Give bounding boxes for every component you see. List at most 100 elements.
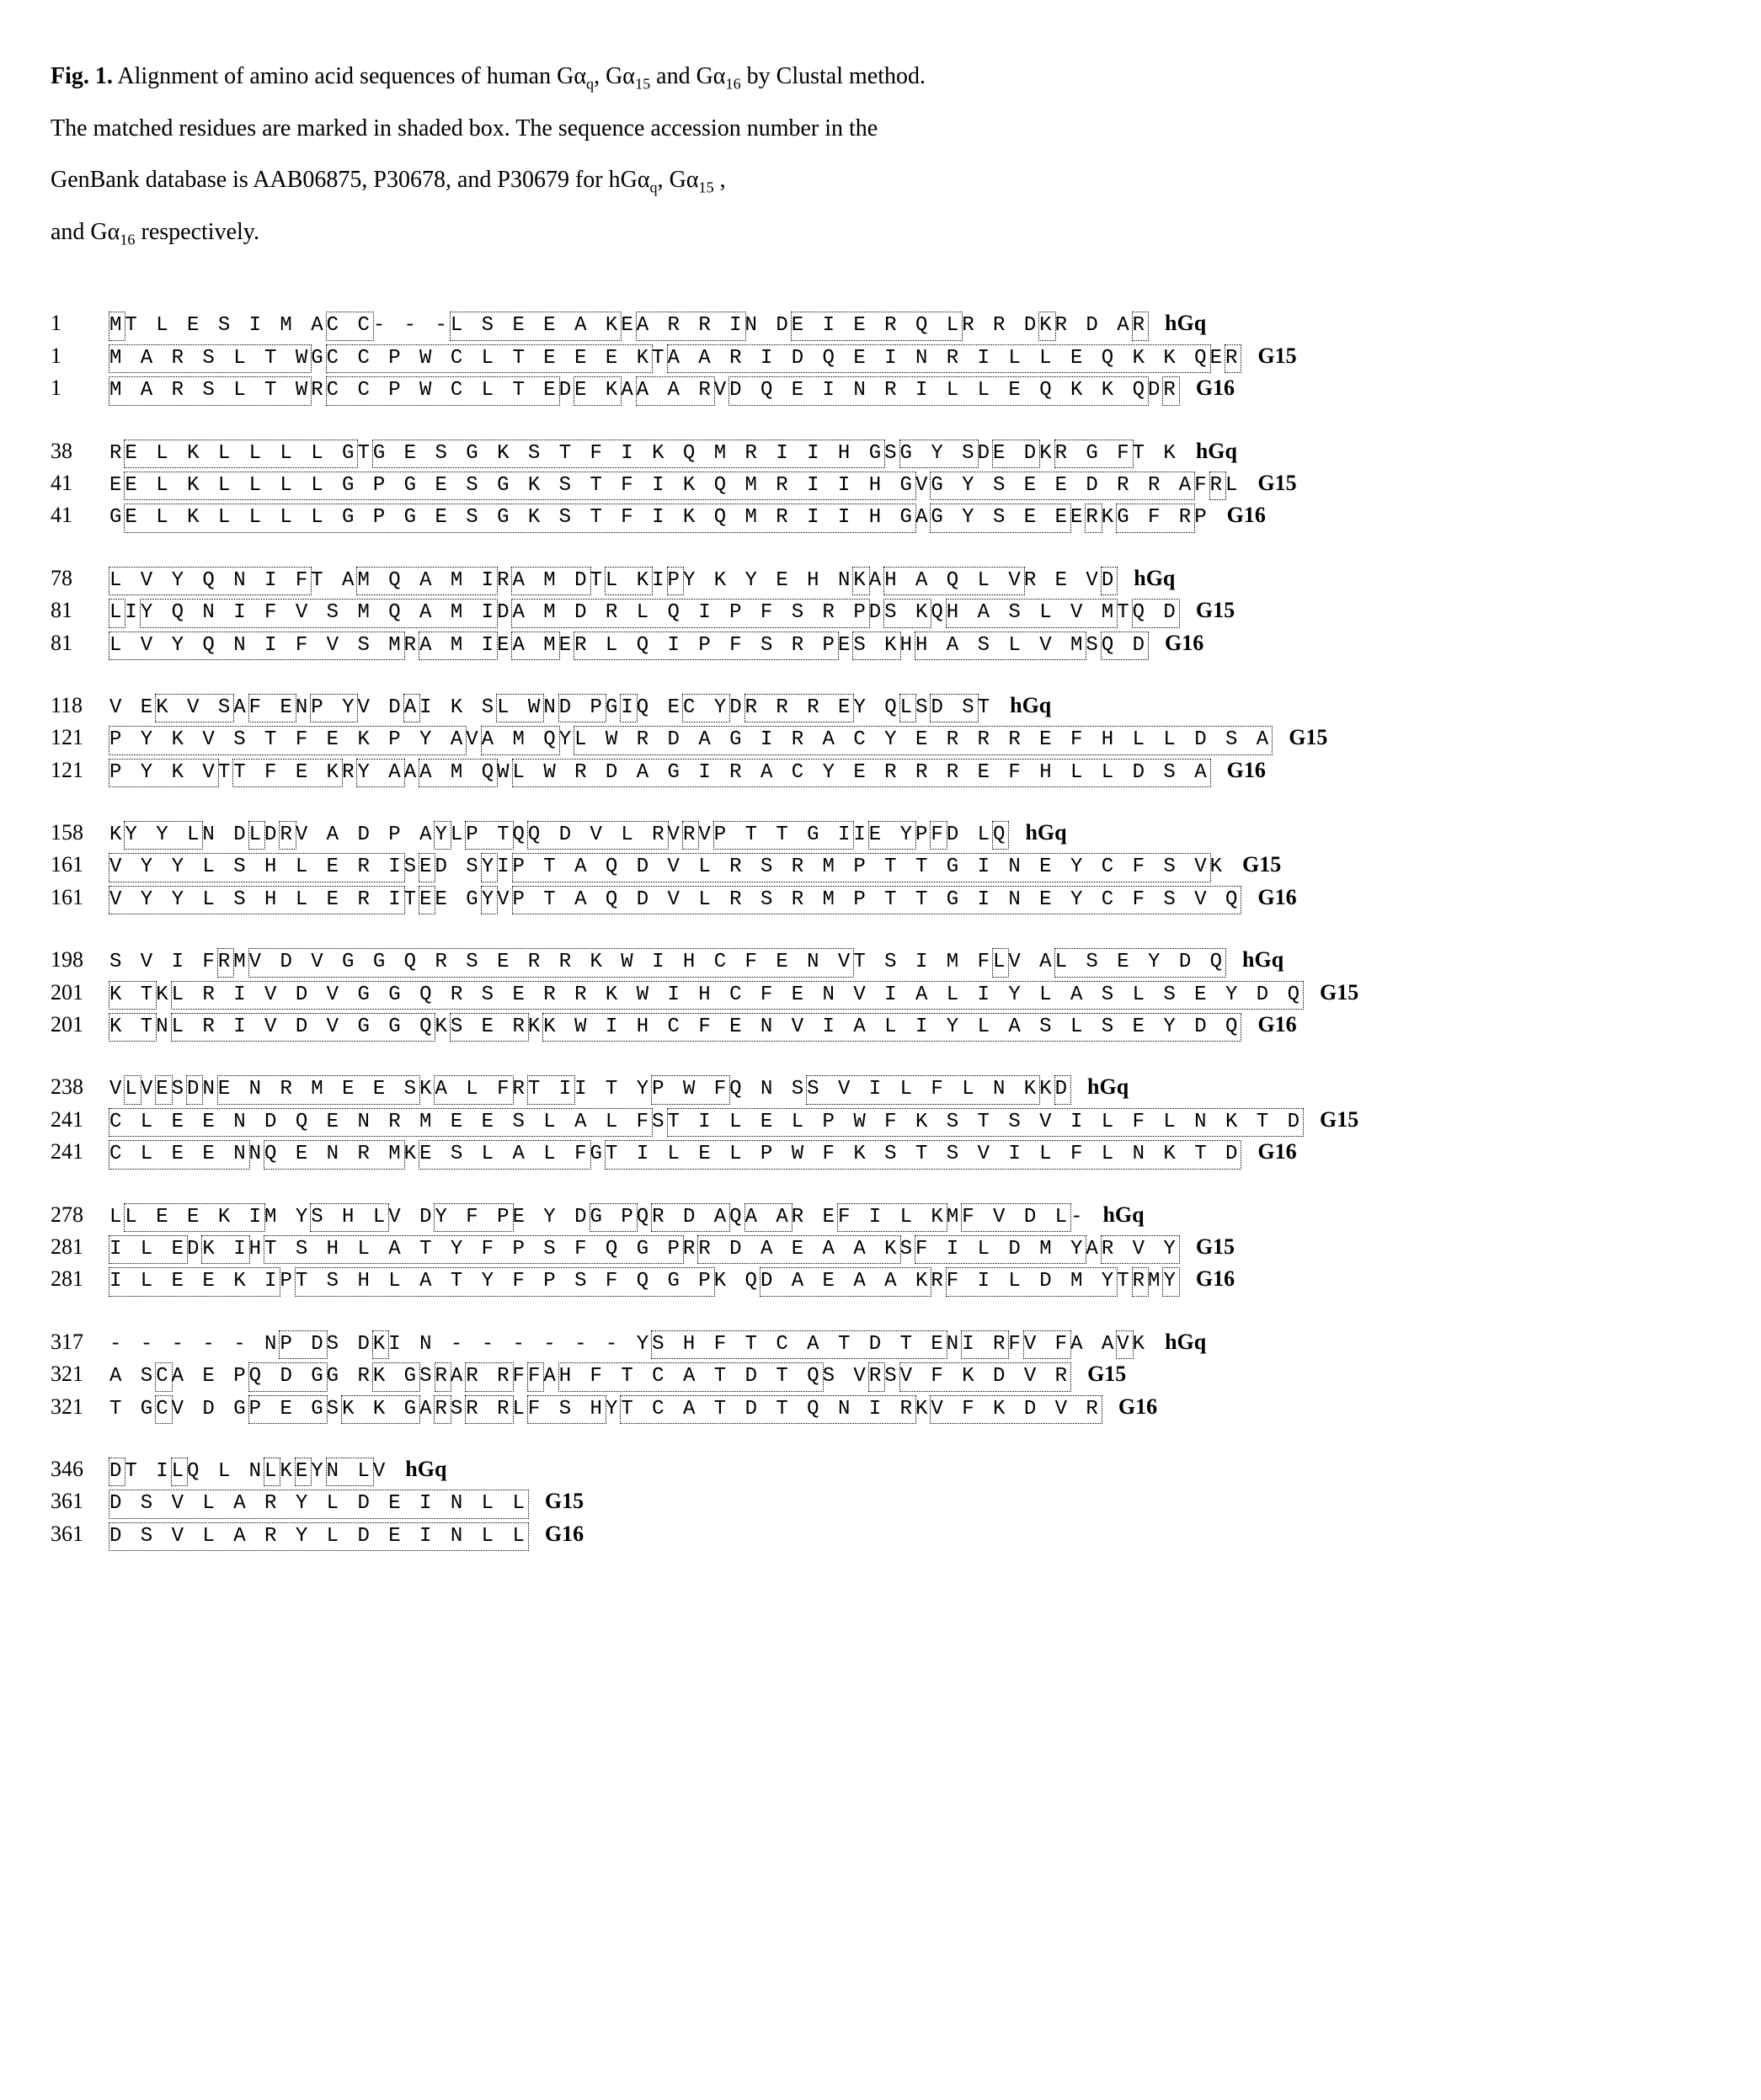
- alignment-row: 198S V I FRMV D V G G Q R S E R R K W I …: [51, 945, 1710, 977]
- row-sequence: V Y Y L S H L E R ISED SYIP T A Q D V L …: [109, 853, 1225, 882]
- alignment-row: 201K TKL R I V D V G G Q R S E R R K W I…: [51, 978, 1710, 1010]
- alignment-row: 81L V Y Q N I F V S MRA M IEA MER L Q I …: [51, 628, 1710, 660]
- row-number: 41: [51, 468, 109, 498]
- row-label: G15: [1087, 1359, 1126, 1388]
- row-label: G16: [1257, 1010, 1296, 1039]
- row-number: 361: [51, 1486, 109, 1516]
- row-label: G15: [1320, 1105, 1358, 1134]
- alignment-row: 81LIY Q N I F V S M Q A M IDA M D R L Q …: [51, 595, 1710, 627]
- row-label: hGq: [1010, 690, 1051, 720]
- alignment-row: 361D S V L A R Y L D E I N L LG15: [51, 1486, 1710, 1518]
- row-sequence: DT ILQ L NLKEYN LV: [109, 1458, 388, 1486]
- row-sequence: M A R S L T WRC C P W C L T EDE KAA A RV…: [109, 376, 1179, 405]
- row-label: G15: [1242, 850, 1281, 879]
- row-label: G15: [1289, 722, 1327, 752]
- alignment-block: 1MT L E S I M AC C- - -L S E E A KEA R R…: [51, 308, 1710, 405]
- row-number: 161: [51, 850, 109, 879]
- alignment-row: 1M A R S L T WRC C P W C L T EDE KAA A R…: [51, 373, 1710, 405]
- row-sequence: L V Y Q N I F V S MRA M IEA MER L Q I P …: [109, 632, 1148, 660]
- sequence-alignment: 1MT L E S I M AC C- - -L S E E A KEA R R…: [51, 308, 1710, 1551]
- alignment-block: 158KY Y LN DLDRV A D P AYLP TQQ D V L RV…: [51, 818, 1710, 914]
- row-label: G16: [1118, 1392, 1157, 1421]
- alignment-row: 317- - - - - NP DS DKI N - - - - - - YS …: [51, 1327, 1710, 1359]
- alignment-row: 346DT ILQ L NLKEYN LV hGq: [51, 1454, 1710, 1486]
- row-number: 201: [51, 978, 109, 1007]
- alignment-row: 321T GCV D GP E GSK K GARSR RLF S HYT C …: [51, 1392, 1710, 1424]
- row-label: G16: [1257, 1137, 1296, 1166]
- alignment-block: 346DT ILQ L NLKEYN LVhGq361D S V L A R Y…: [51, 1454, 1710, 1551]
- alignment-row: 201K TNL R I V D V G G QKS E RKK W I H C…: [51, 1010, 1710, 1042]
- alignment-row: 38RE L K L L L L GTG E S G K S T F I K Q…: [51, 436, 1710, 468]
- alignment-row: 121P Y K VTT F E KRY AAA M QWL W R D A G…: [51, 755, 1710, 787]
- row-number: 278: [51, 1200, 109, 1229]
- alignment-row: 41EE L K L L L L G P G E S G K S T F I K…: [51, 468, 1710, 500]
- row-label: G16: [1227, 500, 1266, 530]
- alignment-row: 278LL E E K IM YS H LV DY F PE Y DG PQR …: [51, 1200, 1710, 1232]
- row-number: 81: [51, 628, 109, 658]
- row-number: 41: [51, 500, 109, 530]
- row-label: hGq: [1165, 1327, 1206, 1356]
- row-number: 161: [51, 882, 109, 912]
- row-label: G16: [1257, 882, 1296, 912]
- row-sequence: M A R S L T WGC C P W C L T E E E KTA A …: [109, 344, 1241, 373]
- row-sequence: P Y K VTT F E KRY AAA M QWL W R D A G I …: [109, 759, 1210, 787]
- row-label: G16: [1227, 755, 1266, 785]
- row-sequence: P Y K V S T F E K P Y AVA M QYL W R D A …: [109, 726, 1272, 754]
- row-number: 81: [51, 595, 109, 625]
- alignment-row: 1M A R S L T WGC C P W C L T E E E KTA A…: [51, 341, 1710, 373]
- row-number: 346: [51, 1454, 109, 1484]
- alignment-block: 278LL E E K IM YS H LV DY F PE Y DG PQR …: [51, 1200, 1710, 1297]
- row-sequence: K TNL R I V D V G G QKS E RKK W I H C F …: [109, 1013, 1241, 1042]
- row-label: hGq: [1087, 1072, 1129, 1101]
- row-label: G15: [1257, 468, 1296, 498]
- row-number: 321: [51, 1392, 109, 1421]
- row-sequence: RE L K L L L L GTG E S G K S T F I K Q M…: [109, 440, 1179, 468]
- row-number: 78: [51, 563, 109, 593]
- alignment-row: 361D S V L A R Y L D E I N L LG16: [51, 1519, 1710, 1551]
- alignment-block: 78L V Y Q N I FT AM Q A M IRA M DTL KIPY…: [51, 563, 1710, 660]
- figure-label: Fig. 1.: [51, 63, 113, 89]
- row-sequence: S V I FRMV D V G G Q R S E R R K W I H C…: [109, 948, 1225, 977]
- alignment-row: 1MT L E S I M AC C- - -L S E E A KEA R R…: [51, 308, 1710, 340]
- row-sequence: - - - - - NP DS DKI N - - - - - - YS H F…: [109, 1330, 1148, 1359]
- alignment-row: 118V EK V SAF ENP YV DAI K SL WND PGIQ E…: [51, 690, 1710, 722]
- row-sequence: I L EDK IHT S H L A T Y F P S F Q G PRR …: [109, 1235, 1179, 1264]
- row-number: 321: [51, 1359, 109, 1388]
- row-number: 121: [51, 755, 109, 785]
- row-sequence: LIY Q N I F V S M Q A M IDA M D R L Q I …: [109, 599, 1179, 627]
- alignment-row: 161V Y Y L S H L E R ITEE GYVP T A Q D V…: [51, 882, 1710, 914]
- row-sequence: GE L K L L L L G P G E S G K S T F I K Q…: [109, 504, 1210, 532]
- row-number: 158: [51, 818, 109, 847]
- row-sequence: EE L K L L L L G P G E S G K S T F I K Q…: [109, 472, 1241, 500]
- alignment-row: 121P Y K V S T F E K P Y AVA M QYL W R D…: [51, 722, 1710, 754]
- row-label: G15: [1257, 341, 1296, 370]
- row-label: G15: [1196, 1232, 1235, 1261]
- row-number: 118: [51, 690, 109, 720]
- alignment-row: 281I L EDK IHT S H L A T Y F P S F Q G P…: [51, 1232, 1710, 1264]
- row-number: 1: [51, 373, 109, 402]
- row-sequence: A SCA E PQ D GG RK GSRAR RFFAH F T C A T…: [109, 1362, 1070, 1391]
- row-number: 1: [51, 341, 109, 370]
- row-label: hGq: [1134, 563, 1175, 593]
- row-sequence: D S V L A R Y L D E I N L L: [109, 1490, 528, 1518]
- row-label: hGq: [1196, 436, 1237, 466]
- alignment-row: 41GE L K L L L L G P G E S G K S T F I K…: [51, 500, 1710, 532]
- figure-caption: Fig. 1. Alignment of amino acid sequence…: [51, 51, 1710, 258]
- row-number: 317: [51, 1327, 109, 1356]
- alignment-block: 38RE L K L L L L GTG E S G K S T F I K Q…: [51, 436, 1710, 533]
- row-label: hGq: [1242, 945, 1283, 974]
- row-sequence: L V Y Q N I FT AM Q A M IRA M DTL KIPY K…: [109, 567, 1117, 595]
- row-sequence: V EK V SAF ENP YV DAI K SL WND PGIQ EC Y…: [109, 694, 993, 722]
- row-sequence: V Y Y L S H L E R ITEE GYVP T A Q D V L …: [109, 886, 1241, 914]
- row-sequence: I L E E K IPT S H L A T Y F P S F Q G PK…: [109, 1267, 1179, 1296]
- alignment-row: 241C L E E N D Q E N R M E E S L A L FST…: [51, 1105, 1710, 1137]
- alignment-block: 118V EK V SAF ENP YV DAI K SL WND PGIQ E…: [51, 690, 1710, 787]
- row-number: 241: [51, 1137, 109, 1166]
- alignment-row: 238VLVESDNE N R M E E SKA L FRT II T YP …: [51, 1072, 1710, 1104]
- row-label: G15: [1196, 595, 1235, 625]
- row-number: 238: [51, 1072, 109, 1101]
- alignment-block: 317- - - - - NP DS DKI N - - - - - - YS …: [51, 1327, 1710, 1424]
- row-number: 281: [51, 1264, 109, 1293]
- row-label: G15: [1320, 978, 1358, 1007]
- row-label: hGq: [405, 1454, 446, 1484]
